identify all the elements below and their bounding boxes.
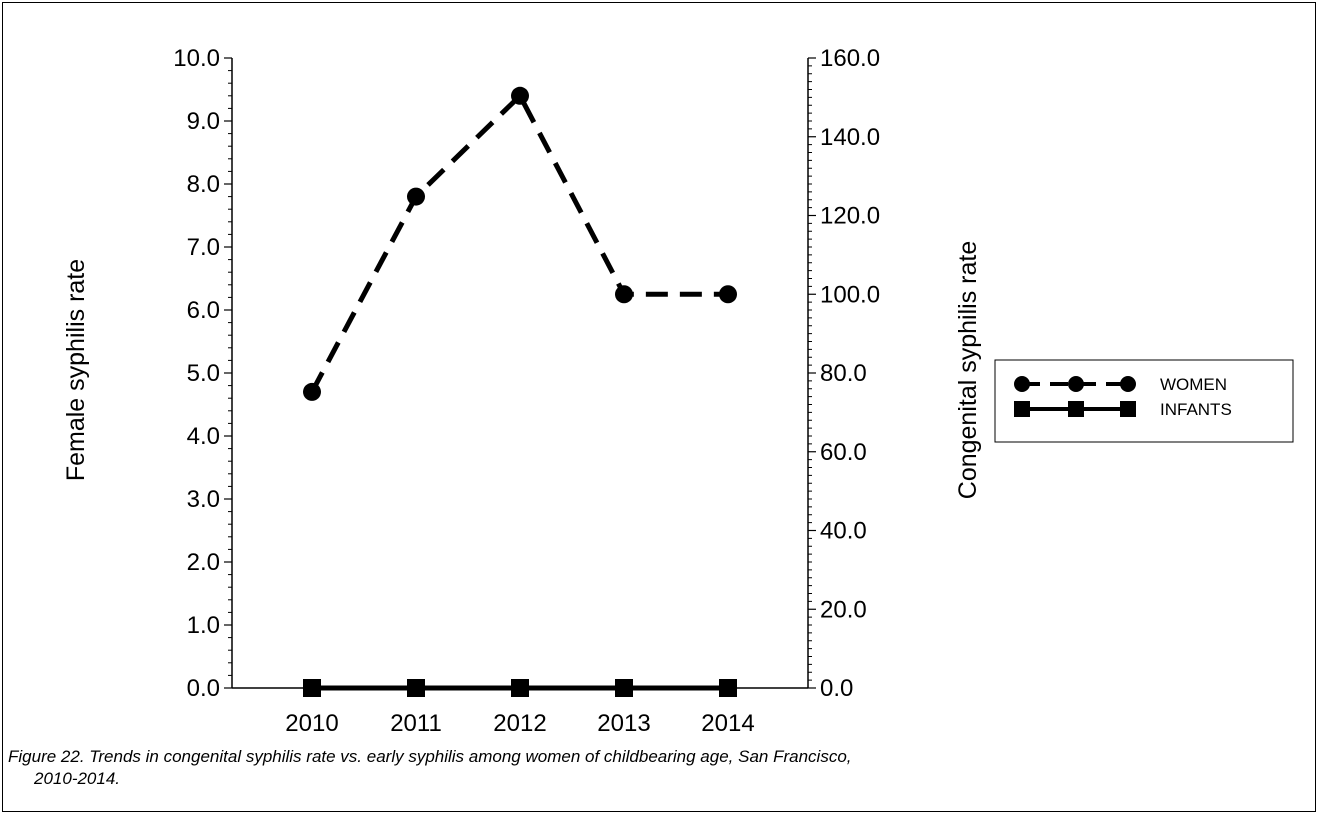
right-axis-title: Congenital syphilis rate bbox=[954, 241, 982, 499]
caption-line-2: 2010-2014. bbox=[34, 769, 121, 788]
left-tick-label: 1.0 bbox=[187, 612, 220, 639]
legend: WOMEN INFANTS bbox=[994, 359, 1294, 443]
legend-marker-women bbox=[1014, 376, 1030, 392]
right-tick-label: 60.0 bbox=[820, 439, 867, 466]
series-line-women bbox=[309, 91, 728, 394]
figure-caption: Figure 22. Trends in congenital syphilis… bbox=[8, 746, 1298, 790]
data-point-infants bbox=[511, 679, 529, 697]
x-tick-label: 2013 bbox=[597, 710, 650, 737]
x-tick-label: 2014 bbox=[701, 710, 754, 737]
data-point-women bbox=[407, 187, 425, 206]
left-tick-label: 10.0 bbox=[173, 45, 220, 72]
right-tick-label: 120.0 bbox=[820, 203, 880, 230]
data-point-women bbox=[303, 382, 321, 401]
legend-box bbox=[994, 359, 1294, 443]
legend-marker-infants bbox=[1014, 401, 1030, 417]
left-tick-label: 7.0 bbox=[187, 234, 220, 261]
data-point-women bbox=[615, 285, 633, 304]
right-tick-label: 0.0 bbox=[820, 675, 853, 702]
series-layer bbox=[303, 86, 737, 697]
x-tick-label: 2010 bbox=[285, 710, 338, 737]
left-tick-label: 9.0 bbox=[187, 108, 220, 135]
legend-marker-infants bbox=[1120, 401, 1136, 417]
left-axis-title: Female syphilis rate bbox=[62, 259, 90, 481]
data-point-infants bbox=[303, 679, 321, 697]
left-tick-label: 8.0 bbox=[187, 171, 220, 198]
left-tick-label: 5.0 bbox=[187, 360, 220, 387]
left-tick-label: 2.0 bbox=[187, 549, 220, 576]
right-tick-label: 100.0 bbox=[820, 281, 880, 308]
right-tick-label: 140.0 bbox=[820, 124, 880, 151]
data-point-women bbox=[511, 86, 529, 105]
x-tick-label: 2012 bbox=[493, 710, 546, 737]
right-tick-label: 40.0 bbox=[820, 518, 867, 545]
chart-axes bbox=[231, 58, 809, 689]
left-tick-label: 3.0 bbox=[187, 486, 220, 513]
left-axis-ticks: 0.0 1.0 2.0 3.0 4.0 5.0 6.0 7.0 8.0 9.0 10.0 bbox=[173, 45, 232, 702]
legend-marker-infants bbox=[1068, 401, 1084, 417]
x-tick-label: 2011 bbox=[390, 710, 442, 737]
right-tick-label: 20.0 bbox=[820, 596, 867, 623]
legend-marker-women bbox=[1120, 376, 1136, 392]
left-tick-label: 0.0 bbox=[187, 675, 220, 702]
right-axis-ticks: 0.0 20.0 40.0 60.0 80.0 100.0 120.0 140.0 160.0 bbox=[808, 45, 880, 702]
data-point-infants bbox=[615, 679, 633, 697]
caption-line-1: Figure 22. Trends in congenital syphilis… bbox=[8, 747, 852, 766]
data-point-infants bbox=[719, 679, 737, 697]
left-tick-label: 6.0 bbox=[187, 297, 220, 324]
right-tick-label: 80.0 bbox=[820, 360, 867, 387]
legend-label-infants: INFANTS bbox=[1160, 400, 1232, 419]
legend-label-women: WOMEN bbox=[1160, 375, 1227, 394]
legend-marker-women bbox=[1068, 376, 1084, 392]
left-tick-label: 4.0 bbox=[187, 423, 220, 450]
chart: 0.0 1.0 2.0 3.0 4.0 5.0 6.0 7.0 8.0 9.0 10.0 0.0 20… bbox=[62, 45, 1294, 737]
right-tick-label: 160.0 bbox=[820, 45, 880, 72]
data-point-infants bbox=[407, 679, 425, 697]
data-point-women bbox=[719, 285, 737, 304]
x-axis-ticks: 2010 2011 2012 2013 2014 bbox=[285, 710, 754, 737]
